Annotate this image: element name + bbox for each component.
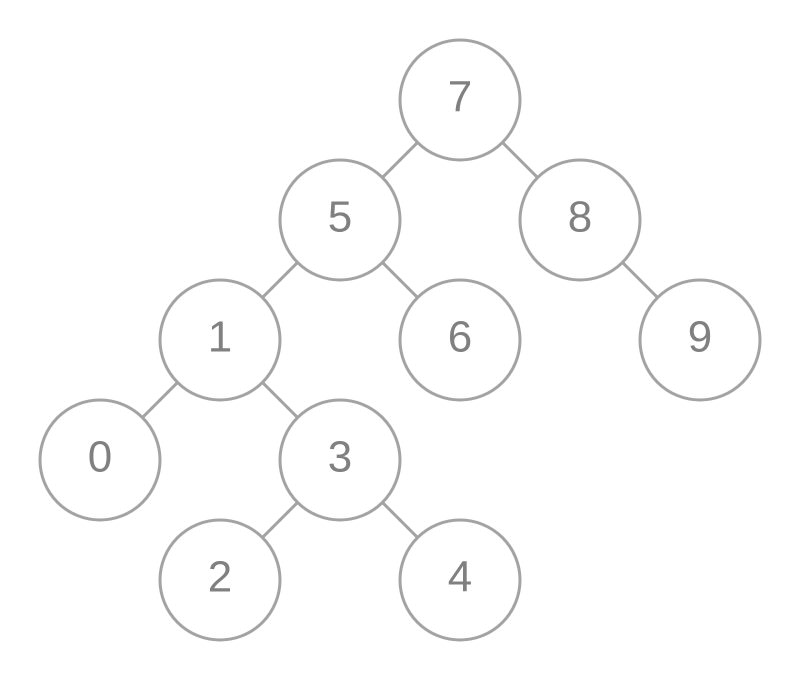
node-circle	[278, 398, 402, 522]
node-circle	[158, 518, 282, 642]
tree-edges	[141, 141, 659, 539]
edge-1-0	[141, 381, 179, 419]
node-circle	[398, 518, 522, 642]
node-label: 6	[448, 313, 472, 362]
node-label: 9	[688, 313, 712, 362]
edge-1-3	[261, 381, 299, 419]
tree-node-5: 5	[278, 158, 402, 282]
tree-node-9: 9	[638, 278, 762, 402]
tree-node-3: 3	[278, 398, 402, 522]
edge-7-8	[501, 141, 539, 179]
edge-3-4	[381, 501, 419, 539]
edge-3-2	[261, 501, 299, 539]
tree-node-6: 6	[398, 278, 522, 402]
node-label: 5	[328, 193, 352, 242]
edge-5-1	[261, 261, 299, 299]
node-circle	[518, 158, 642, 282]
edge-8-9	[621, 261, 659, 299]
node-label: 0	[88, 433, 112, 482]
tree-node-1: 1	[158, 278, 282, 402]
tree-node-4: 4	[398, 518, 522, 642]
node-label: 7	[448, 73, 472, 122]
node-label: 3	[328, 433, 352, 482]
node-circle	[638, 278, 762, 402]
tree-node-0: 0	[38, 398, 162, 522]
node-circle	[398, 38, 522, 162]
node-label: 1	[208, 313, 232, 362]
node-circle	[158, 278, 282, 402]
edge-5-6	[381, 261, 419, 299]
node-label: 2	[208, 553, 232, 602]
tree-node-7: 7	[398, 38, 522, 162]
edge-7-5	[381, 141, 419, 179]
node-circle	[398, 278, 522, 402]
tree-node-2: 2	[158, 518, 282, 642]
node-circle	[278, 158, 402, 282]
node-label: 4	[448, 553, 472, 602]
tree-node-8: 8	[518, 158, 642, 282]
tree-nodes: 7 5 8 1 6 9 0 3 2 4	[38, 38, 762, 642]
node-label: 8	[568, 193, 592, 242]
node-circle	[38, 398, 162, 522]
